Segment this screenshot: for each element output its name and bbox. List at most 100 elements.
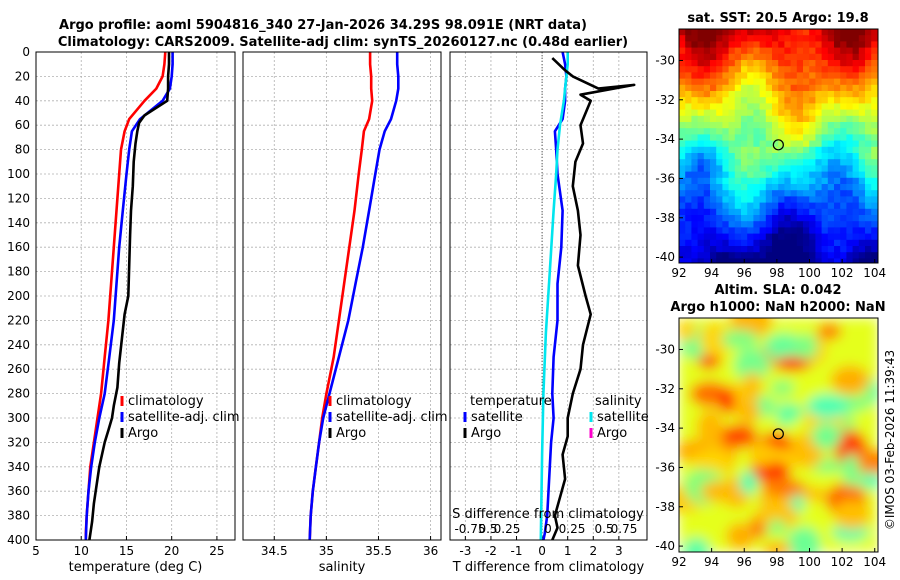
sst-cell	[728, 35, 736, 42]
sla-eddy	[748, 442, 777, 467]
s-difference-tick-labels: -0.750.50.25 0 0.25 0.50.75	[454, 522, 637, 536]
sst-cell	[852, 115, 860, 123]
sst-cell	[778, 233, 785, 241]
sst-cell	[796, 134, 804, 142]
sst-cell	[846, 53, 854, 61]
sst-cell	[858, 239, 866, 247]
sst-cell	[834, 60, 841, 67]
sst-cell	[741, 246, 748, 253]
sst-cell	[815, 60, 823, 67]
sst-cell	[759, 202, 767, 210]
sst-cell	[790, 146, 798, 154]
sst-cell	[697, 128, 705, 135]
sst-cell	[691, 221, 699, 228]
sst-cell	[821, 184, 829, 191]
sst-cell	[840, 221, 847, 228]
sst-cell	[734, 239, 742, 247]
sst-cell	[703, 122, 711, 129]
sst-cell	[821, 246, 829, 253]
sst-cell	[728, 171, 736, 179]
sst-cell	[852, 78, 860, 86]
sst-cell	[772, 134, 779, 142]
s-difference-tick-label: 0.25	[559, 522, 586, 536]
y-tick-label: 180	[7, 265, 30, 279]
sst-cell	[741, 221, 748, 228]
sst-cell	[697, 29, 705, 36]
sst-cell	[747, 134, 754, 142]
sst-cell	[778, 91, 785, 98]
sst-cell	[858, 208, 866, 216]
sst-cell	[765, 146, 773, 154]
sst-cell	[772, 109, 779, 117]
sst-cell	[809, 177, 816, 185]
sst-cell	[679, 47, 686, 55]
sst-cell	[772, 122, 779, 129]
sst-cell	[741, 239, 748, 247]
sst-cell	[697, 84, 705, 92]
sst-cell	[796, 72, 804, 80]
sst-cell	[716, 146, 723, 154]
sst-cell	[858, 140, 866, 148]
sst-cell	[858, 146, 866, 154]
sst-cell	[703, 233, 711, 241]
sst-cell	[697, 246, 705, 253]
sst-cell	[697, 103, 705, 111]
sst-cell	[796, 53, 804, 61]
sst-cell	[691, 146, 699, 154]
sst-cell	[821, 53, 829, 61]
sst-cell	[821, 190, 829, 197]
sst-cell	[747, 184, 754, 191]
sst-cell	[759, 215, 767, 222]
sst-cell	[691, 109, 699, 117]
sst-cell	[846, 184, 854, 191]
sst-cell	[697, 35, 705, 42]
s-difference-tick-label: 0.5	[594, 522, 613, 536]
sst-cell	[685, 103, 692, 111]
sst-cell	[691, 140, 699, 148]
sst-cell	[815, 97, 823, 104]
sst-cell	[778, 190, 785, 197]
sst-cell	[865, 184, 872, 191]
sst-cell	[728, 84, 736, 92]
sst-cell	[827, 215, 835, 222]
sst-cell	[765, 227, 773, 235]
sst-cell	[741, 60, 748, 67]
sst-cell	[815, 246, 823, 253]
sst-cell	[728, 252, 736, 259]
sst-cell	[834, 72, 841, 80]
sst-cell	[703, 140, 711, 148]
sst-cell	[865, 165, 872, 173]
sst-cell	[809, 115, 816, 123]
sla-map: Altim. SLA: 0.042 Argo h1000: NaN h2000:…	[655, 283, 886, 569]
sst-cell	[821, 103, 829, 111]
sst-cell	[703, 103, 711, 111]
sst-cell	[796, 202, 804, 210]
sst-cell	[772, 208, 779, 216]
sst-cell	[809, 246, 816, 253]
sst-cell	[778, 184, 785, 191]
sst-cell	[691, 215, 699, 222]
sst-cell	[858, 60, 866, 67]
sst-cell	[796, 208, 804, 216]
sst-cell	[846, 97, 854, 104]
sst-cell	[840, 146, 847, 154]
sst-cell	[710, 177, 717, 185]
x-tick-label: -2	[485, 544, 497, 558]
sst-cell	[871, 202, 878, 210]
sst-cell	[734, 41, 742, 49]
sst-cell	[827, 72, 835, 80]
sst-cell	[734, 196, 742, 204]
sst-cell	[679, 202, 686, 210]
sst-cell	[809, 53, 816, 61]
sst-cell	[710, 202, 717, 210]
sst-cell	[865, 91, 872, 98]
sst-cell	[865, 84, 872, 92]
sst-cell	[741, 252, 748, 259]
sst-cell	[716, 252, 723, 259]
sst-cell	[753, 41, 761, 49]
sst-cell	[827, 227, 835, 235]
sst-cell	[759, 177, 767, 185]
sst-cell	[679, 109, 686, 117]
sst-cell	[815, 115, 823, 123]
sst-cell	[728, 165, 736, 173]
